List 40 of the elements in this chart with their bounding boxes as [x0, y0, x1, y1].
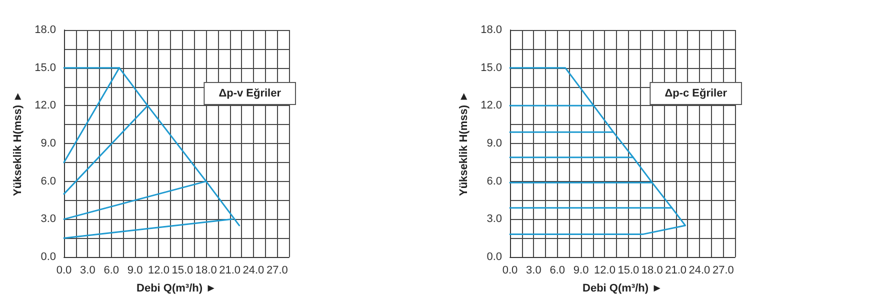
y-axis-title: Yükseklik H(mss) ►	[458, 90, 470, 196]
annotation: Δp-v Eğriler	[218, 88, 282, 100]
y-tick-label: 6.0	[40, 175, 56, 188]
y-tick-label: 9.0	[40, 138, 56, 150]
x-tick-label: 18.0	[195, 264, 217, 276]
x-tick-label: 15.0	[618, 264, 640, 276]
y-tick-label: 18.0	[34, 24, 56, 36]
x-tick-label: 0.0	[502, 264, 518, 276]
x-tick-label: 27.0	[266, 264, 288, 276]
x-tick-label: 24.0	[242, 264, 264, 276]
x-tick-label: 0.0	[56, 264, 72, 276]
x-tick-label: 9.0	[127, 264, 143, 276]
x-tick-label: 9.0	[573, 264, 589, 276]
y-axis-title: Yükseklik H(mss) ►	[12, 90, 24, 196]
y-tick-label: 12.0	[34, 100, 56, 112]
y-tick-label: 3.0	[486, 213, 502, 226]
annotation: Δp-c Eğriler	[664, 88, 728, 100]
x-tick-label: 6.0	[104, 264, 120, 276]
y-tick-label: 12.0	[480, 100, 502, 112]
x-axis-title: Debi Q(m³/h) ►	[136, 282, 216, 294]
x-tick-label: 12.0	[148, 264, 170, 276]
x-axis-title: Debi Q(m³/h) ►	[582, 282, 662, 294]
x-tick-label: 24.0	[688, 264, 710, 276]
x-tick-label: 27.0	[712, 264, 734, 276]
x-tick-label: 12.0	[594, 264, 616, 276]
y-tick-label: 18.0	[480, 24, 502, 36]
x-tick-label: 21.0	[219, 264, 240, 276]
y-tick-label: 0.0	[40, 251, 56, 263]
y-tick-label: 6.0	[486, 175, 502, 188]
x-tick-label: 3.0	[80, 264, 96, 276]
x-tick-label: 18.0	[641, 264, 663, 276]
x-tick-label: 6.0	[550, 264, 566, 276]
y-tick-label: 15.0	[480, 62, 502, 74]
y-tick-label: 9.0	[486, 138, 502, 150]
x-tick-label: 3.0	[526, 264, 542, 276]
x-tick-label: 15.0	[172, 264, 194, 276]
y-tick-label: 3.0	[40, 213, 56, 226]
y-tick-label: 15.0	[34, 62, 56, 74]
y-tick-label: 0.0	[486, 251, 502, 263]
x-tick-label: 21.0	[665, 264, 686, 276]
